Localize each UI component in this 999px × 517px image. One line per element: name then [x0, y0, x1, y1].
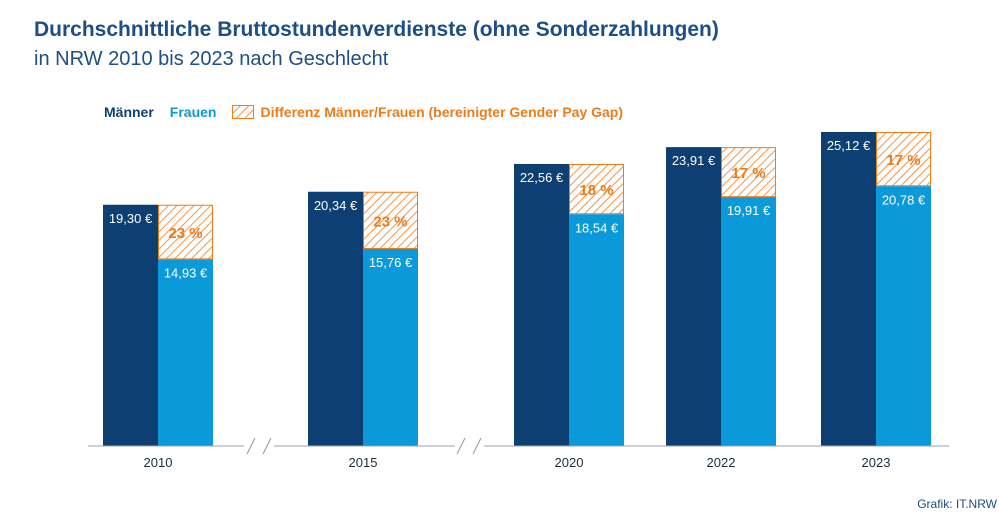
x-tick-label-2020: 2020 [555, 455, 584, 470]
x-tick-label-2023: 2023 [862, 455, 891, 470]
bar-men-2022 [666, 147, 721, 446]
value-label-men-2010: 19,30 € [109, 211, 153, 226]
legend-label-women: Frauen [169, 104, 217, 120]
value-label-men-2020: 22,56 € [520, 170, 564, 185]
bar-men-2023 [821, 132, 876, 446]
gap-label-2020: 18 % [579, 182, 613, 199]
legend-item-gap: Differenz Männer/Frauen (bereinigter Gen… [232, 104, 623, 120]
value-label-women-2015: 15,76 € [369, 255, 413, 270]
x-tick-label-2022: 2022 [707, 455, 736, 470]
value-label-men-2022: 23,91 € [672, 153, 716, 168]
chart-title: Durchschnittliche Bruttostundenverdienst… [34, 18, 719, 41]
bar-men-2015 [308, 191, 363, 446]
bar-women-2010 [158, 259, 213, 446]
gap-box-2022 [721, 147, 776, 198]
axis-break-mark-b-2010 [262, 437, 272, 455]
gap-box-2023 [876, 132, 931, 187]
gap-label-2010: 23 % [168, 225, 202, 242]
value-label-women-2010: 14,93 € [164, 265, 208, 280]
axis-break-mark-a-2015 [456, 437, 466, 455]
value-label-women-2020: 18,54 € [575, 220, 619, 235]
gap-box-2015 [363, 191, 418, 249]
legend-item-women: Frauen [170, 104, 217, 120]
bar-women-2015 [363, 249, 418, 446]
gap-box-2010 [158, 204, 213, 260]
value-label-women-2022: 19,91 € [727, 203, 771, 218]
gap-label-2022: 17 % [731, 165, 765, 182]
legend-label-men: Männer [104, 104, 154, 120]
gap-box-2020 [569, 164, 624, 215]
chart-subtitle: in NRW 2010 bis 2023 nach Geschlecht [34, 48, 389, 70]
value-label-men-2023: 25,12 € [827, 138, 871, 153]
legend-swatch-gap [232, 105, 255, 119]
x-tick-label-2015: 2015 [349, 455, 378, 470]
axis-break-mark-a-2010 [246, 437, 256, 455]
bar-women-2020 [569, 214, 624, 446]
bar-men-2020 [514, 164, 569, 446]
value-label-women-2023: 20,78 € [882, 192, 926, 207]
gap-label-2015: 23 % [373, 213, 407, 230]
bar-women-2023 [876, 186, 931, 446]
x-tick-label-2010: 2010 [144, 455, 173, 470]
legend: Männer Frauen Differenz Männer/Frauen (b… [104, 102, 639, 122]
value-label-men-2015: 20,34 € [314, 198, 358, 213]
source-note: Grafik: IT.NRW [917, 497, 997, 511]
gap-label-2023: 17 % [886, 152, 920, 169]
legend-label-gap: Differenz Männer/Frauen (bereinigter Gen… [260, 104, 624, 120]
legend-item-men: Männer [104, 104, 154, 120]
bar-women-2022 [721, 197, 776, 446]
bar-men-2010 [103, 204, 158, 446]
axis-break-mark-b-2015 [472, 437, 482, 455]
